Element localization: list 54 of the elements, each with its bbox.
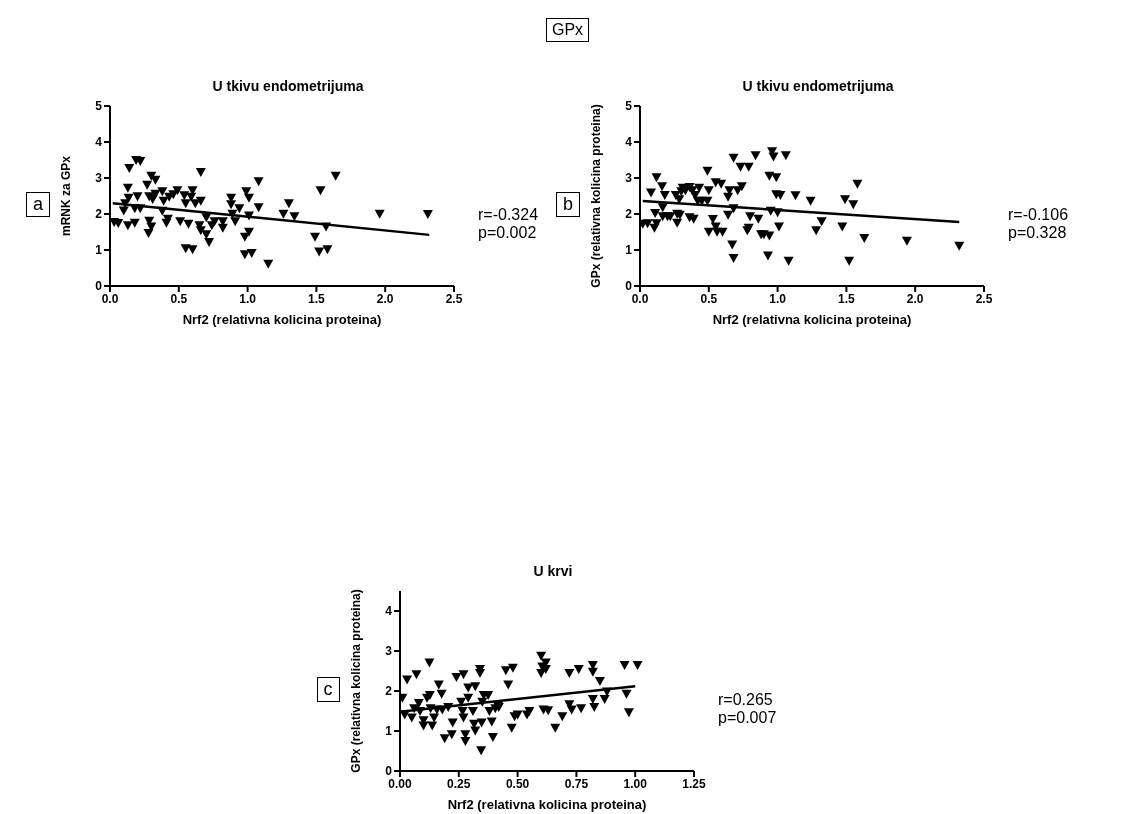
- x-tick-label: 2.0: [906, 291, 924, 306]
- text: GPx: [545, 18, 590, 42]
- y-tick-label: 2: [385, 684, 393, 699]
- y-axis-title: GPx (relativna kolicina proteina): [589, 104, 604, 288]
- y-tick-label: 0: [385, 764, 393, 779]
- text: p=0.007: [718, 709, 778, 727]
- x-tick-label: 0.5: [700, 291, 718, 306]
- y-tick-label: 0: [625, 279, 633, 294]
- x-tick-label: 1.00: [623, 776, 648, 791]
- y-tick-label: 1: [385, 724, 393, 739]
- chart-title: U tkivu endometrijuma: [211, 78, 365, 94]
- y-tick-label: 0: [95, 279, 103, 294]
- y-tick-label: 1: [625, 243, 633, 258]
- x-tick-label: 0.25: [447, 776, 471, 791]
- text: p=0.002: [478, 224, 538, 242]
- x-tick-label: 0.5: [170, 291, 188, 306]
- text: b: [555, 191, 580, 217]
- x-tick-label: 0.0: [631, 291, 649, 306]
- x-axis-title: Nrf2 (relativna kolicina proteina): [182, 312, 382, 327]
- x-tick-label: 0.50: [505, 776, 530, 791]
- y-tick-label: 3: [95, 171, 103, 186]
- text: r=-0.324: [478, 206, 539, 223]
- x-tick-label: 1.5: [308, 291, 326, 306]
- x-axis-title: Nrf2 (relativna kolicina proteina): [712, 312, 912, 327]
- y-tick-label: 3: [385, 644, 393, 659]
- text: p=0.328: [1008, 224, 1068, 242]
- y-tick-label: 2: [95, 207, 103, 222]
- y-tick-label: 1: [95, 243, 103, 258]
- y-tick-label: 4: [95, 135, 103, 150]
- text: c: [316, 676, 340, 702]
- y-tick-label: 3: [625, 171, 633, 186]
- y-axis-title: GPx (relativna kolicina proteina): [349, 589, 364, 773]
- y-axis-title: mRNK za GPx: [59, 155, 74, 237]
- x-tick-label: 1.0: [769, 291, 787, 306]
- x-tick-label: 2.5: [975, 291, 993, 306]
- text: a: [25, 191, 50, 217]
- x-axis-title: Nrf2 (relativna kolicina proteina): [447, 797, 647, 812]
- chart-title: U tkivu endometrijuma: [741, 78, 895, 94]
- text: r=0.265: [718, 691, 774, 709]
- x-tick-label: 0.00: [388, 776, 412, 791]
- text: r=-0.106: [1008, 206, 1070, 224]
- y-tick-label: 5: [95, 99, 103, 114]
- x-tick-label: 2.5: [445, 291, 463, 306]
- x-tick-label: 0.75: [564, 776, 589, 791]
- x-tick-label: 0.0: [101, 291, 119, 306]
- y-tick-label: 2: [625, 207, 633, 222]
- x-tick-label: 1.25: [682, 776, 706, 791]
- x-tick-label: 1.5: [838, 291, 856, 306]
- y-tick-label: 4: [385, 604, 393, 619]
- x-tick-label: 1.0: [239, 291, 257, 306]
- y-tick-label: 5: [625, 99, 633, 114]
- chart-title: U krvi: [532, 563, 574, 579]
- x-tick-label: 2.0: [376, 291, 394, 306]
- y-tick-label: 4: [625, 135, 633, 150]
